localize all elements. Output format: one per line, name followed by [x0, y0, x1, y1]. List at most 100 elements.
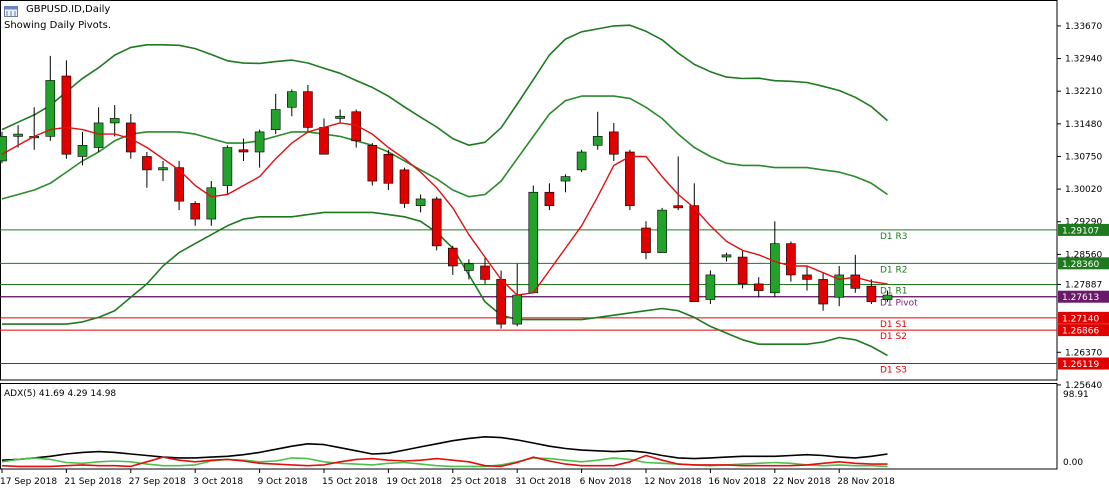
price-tag-bg: [1058, 290, 1109, 303]
candle-body: [174, 167, 184, 202]
candle-body: [641, 227, 651, 253]
candle-body: [77, 144, 88, 157]
candle-body: [0, 136, 7, 162]
x-tick-label: 27 Sep 2018: [129, 477, 186, 487]
y-tick-label: 1.26370: [1065, 348, 1102, 358]
price-tag-bg: [1058, 223, 1109, 236]
x-tick-label: 3 Oct 2018: [193, 477, 243, 487]
candle-body: [834, 274, 845, 298]
pivot-label: D1 R3: [880, 232, 908, 242]
candle-body: [657, 209, 667, 253]
x-tick-label: 9 Oct 2018: [258, 477, 308, 487]
candle-body: [786, 243, 796, 276]
candle-body: [383, 153, 394, 184]
candle-body: [689, 205, 700, 303]
price-tag: 1.27140: [1062, 314, 1099, 324]
y-tick-label: 1.25640: [1065, 381, 1102, 391]
candle-body: [737, 256, 748, 285]
y-tick-label: 1.30750: [1065, 152, 1102, 162]
y-tick-label: 1.30020: [1065, 185, 1102, 195]
adx-y-tick-bottom: 0.00: [1063, 458, 1083, 468]
adx-panel-frame: [0, 383, 1058, 470]
x-tick-label: 22 Nov 2018: [773, 477, 831, 487]
price-tag-bg: [1058, 311, 1109, 324]
pivot-label: D1 S1: [880, 320, 907, 330]
price-tag: 1.27613: [1062, 293, 1099, 303]
price-tag-bg: [1058, 257, 1109, 270]
candle-body: [608, 131, 619, 155]
x-tick-label: 12 Nov 2018: [644, 477, 702, 487]
candle-body: [818, 279, 828, 305]
candle-body: [238, 149, 249, 153]
pivot-label: D1 S2: [880, 332, 907, 342]
plus-di-line: [1, 457, 888, 468]
upper-band-line: [1, 24, 889, 146]
candle-body: [866, 285, 877, 303]
y-tick-label: 1.33670: [1065, 22, 1102, 32]
price-panel-frame: [0, 0, 1058, 381]
candle-body: [158, 167, 168, 171]
candle-body: [190, 203, 200, 220]
candle-body: [254, 131, 265, 153]
candle-body: [303, 91, 313, 128]
adx-panel-label: ADX(5) 41.69 4.29 14.98: [4, 389, 116, 399]
candle-body: [142, 156, 152, 171]
candle-body: [351, 111, 362, 142]
candle-body: [560, 176, 571, 182]
price-tag: 1.29107: [1062, 226, 1099, 236]
candle-body: [319, 127, 329, 155]
candle-body: [447, 247, 458, 267]
candle-body: [109, 118, 120, 124]
candle-body: [464, 263, 474, 271]
candle-body: [270, 109, 281, 130]
x-tick-label: 25 Oct 2018: [451, 477, 507, 487]
price-tag: 1.26119: [1062, 360, 1099, 370]
candle-body: [496, 279, 506, 325]
y-tick-label: 1.27887: [1065, 280, 1102, 290]
adx-line: [1, 435, 888, 461]
lower-band-line: [2, 211, 888, 357]
y-tick-label: 1.28560: [1065, 250, 1102, 260]
y-tick-label: 1.32940: [1065, 55, 1102, 65]
candle-body: [61, 75, 72, 155]
pivot-label: D1 R1: [880, 286, 908, 296]
candle-body: [367, 144, 378, 182]
y-tick-label: 1.31480: [1065, 120, 1102, 130]
candle-body: [512, 294, 523, 325]
x-tick-label: 17 Sep 2018: [0, 477, 57, 487]
candle-body: [673, 205, 684, 209]
price-tag: 1.26866: [1062, 327, 1099, 337]
x-tick-label: 6 Nov 2018: [580, 477, 632, 487]
adx-y-tick-top: 98.91: [1063, 390, 1089, 400]
x-tick-label: 21 Sep 2018: [64, 477, 121, 487]
candle-body: [802, 274, 812, 280]
candle-body: [576, 151, 587, 171]
candle-body: [399, 169, 410, 204]
y-tick-label: 1.29290: [1065, 218, 1102, 228]
chart-subtitle: Showing Daily Pivots.: [4, 20, 112, 31]
candle-body: [415, 198, 426, 206]
x-tick-label: 19 Oct 2018: [386, 477, 442, 487]
candle-body: [625, 151, 635, 206]
candle-body: [45, 80, 56, 137]
candle-body: [592, 136, 603, 146]
candle-body: [480, 265, 490, 280]
chart-title: GBPUSD.ID,Daily: [26, 4, 111, 15]
candle-body: [431, 198, 442, 247]
fast-ma-line: [1, 122, 888, 296]
candle-body: [286, 91, 297, 108]
window-icon: [4, 6, 18, 20]
x-tick-label: 16 Nov 2018: [708, 477, 766, 487]
candle-body: [882, 294, 893, 300]
candle-body: [721, 254, 732, 258]
candle-body: [206, 187, 217, 220]
candle-body: [335, 115, 345, 119]
candle-body: [705, 274, 716, 300]
price-tag-bg: [1058, 357, 1109, 370]
candle-body: [753, 283, 764, 291]
candle-body: [769, 243, 780, 294]
candle-body: [544, 191, 555, 206]
minus-di-line: [1, 454, 888, 468]
